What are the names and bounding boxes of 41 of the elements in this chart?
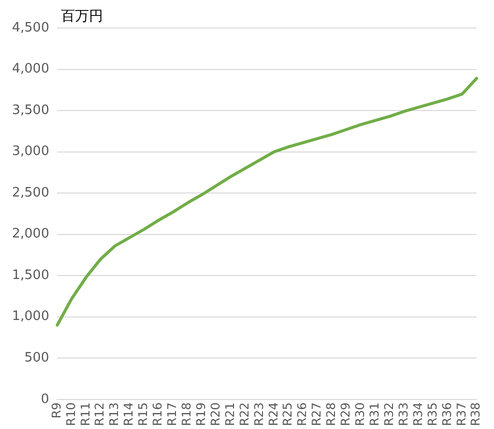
x-tick-label: R20 (208, 402, 222, 426)
x-tick-label: R11 (78, 402, 92, 426)
y-tick-label: 3,000 (12, 144, 50, 160)
x-tick-label: R32 (382, 402, 396, 426)
y-tick-label: 0 (40, 392, 50, 407)
x-tick-label: R17 (165, 402, 180, 426)
x-tick-label: R16 (150, 402, 165, 426)
y-tick-label: 1,500 (12, 268, 50, 283)
x-tick-label: R22 (237, 402, 252, 426)
y-tick-label: 4,000 (12, 62, 50, 77)
x-tick-label: R12 (92, 402, 107, 426)
x-tick-label: R18 (179, 402, 194, 426)
x-tick-label: R15 (136, 402, 150, 426)
x-tick-label: R10 (64, 402, 78, 426)
x-tick-label: R26 (295, 402, 310, 426)
x-tick-label: R23 (252, 402, 266, 426)
x-tick-label: R38 (468, 402, 483, 426)
y-tick-label: 3,500 (12, 102, 50, 118)
x-tick-label: R14 (122, 402, 136, 426)
y-tick-label: 500 (24, 350, 50, 366)
y-tick-label: 1,000 (12, 309, 50, 324)
y-tick-label: 2,000 (12, 226, 50, 242)
x-tick-label: R24 (266, 402, 280, 426)
x-tick-label: R34 (410, 402, 425, 426)
x-tick-label: R19 (194, 402, 208, 426)
x-tick-label: R37 (454, 402, 468, 426)
x-tick-label: R31 (367, 402, 382, 426)
x-tick-label: R29 (338, 402, 353, 426)
x-tick-label: R25 (280, 402, 295, 426)
y-tick-label: 2,500 (12, 185, 50, 200)
x-tick-label: R28 (324, 402, 338, 426)
x-tick-label: R30 (353, 402, 368, 426)
y-axis-title: 百万円 (61, 8, 104, 25)
x-tick-label: R33 (396, 402, 410, 426)
y-tick-label: 4,500 (12, 20, 50, 36)
x-tick-label: R36 (440, 402, 454, 426)
x-tick-label: R13 (107, 402, 122, 426)
x-tick-label: R27 (310, 402, 324, 426)
x-tick-label: R35 (425, 402, 440, 426)
x-tick-label: R21 (222, 402, 237, 426)
x-tick-label: R9 (49, 402, 64, 418)
